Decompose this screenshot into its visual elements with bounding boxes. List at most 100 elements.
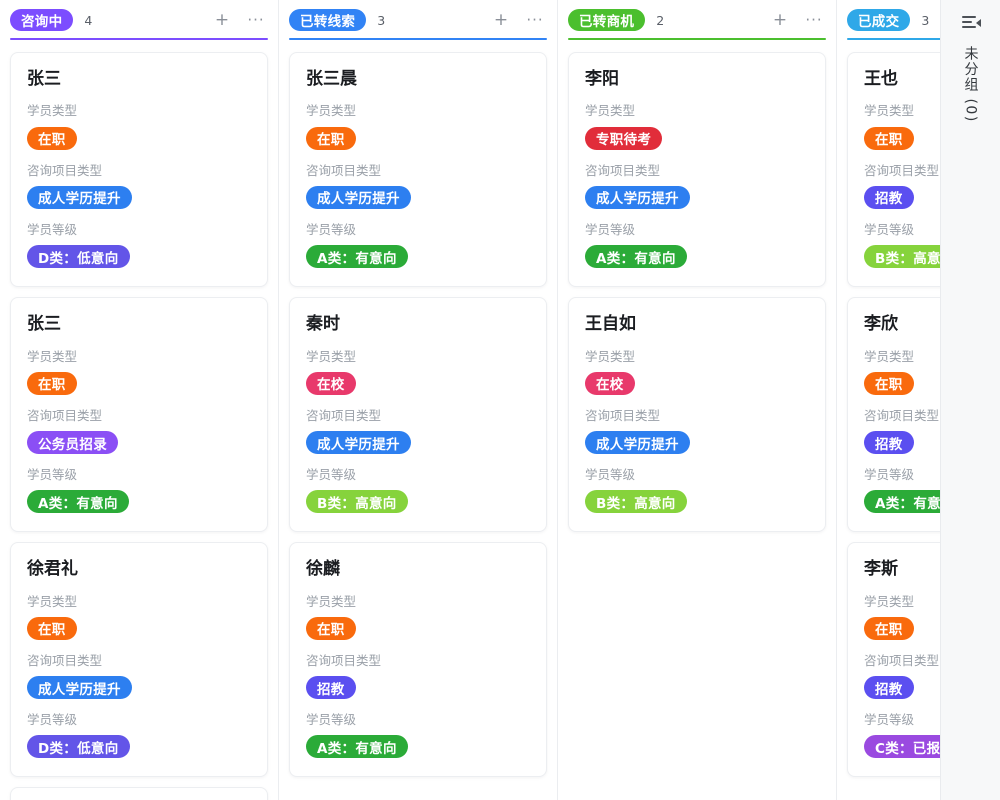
add-card-icon[interactable]: + [493,9,509,30]
kanban-card[interactable]: 张三 学员类型 在职 咨询项目类型 公务员招录 学员等级 A类：有意向 [10,297,268,533]
card-field: 学员等级 A类：有意向 [306,712,530,759]
card-title: 徐麟 [306,559,340,580]
card-field-label: 学员等级 [864,221,915,237]
kanban-card[interactable]: 张三晨 学员类型 在职 咨询项目类型 成人学历提升 学员等级 A类：有意向 [289,52,547,288]
column-more-icon[interactable]: ··· [247,10,265,29]
kanban-column: 已转商机 2 + ··· 李阳 学员类型 专职待考 咨询项目类型 成人学历提升 学员等级 A类：有意… [558,0,837,800]
kanban-column: 咨询中 4 + ··· 张三 学员类型 在职 咨询项目类型 成人学历提升 学员等级 D类：低意向 张三… [0,0,279,800]
card-field: 学员类型 在职 [27,103,251,150]
column-status-pill[interactable]: 已成交 [847,9,911,31]
card-field-label: 学员类型 [306,593,357,609]
card-field-label: 学员等级 [585,221,636,237]
card-field-badge: C类：已报名 [864,735,966,759]
card-field-label: 咨询项目类型 [864,407,940,423]
column-card-list: 张三晨 学员类型 在职 咨询项目类型 成人学历提升 学员等级 A类：有意向 秦时 学员类型 在校咨… [279,40,557,800]
card-field-badge: B类：高意向 [585,490,687,514]
card-field-label: 学员等级 [306,221,357,237]
card-field: 咨询项目类型 成人学历提升 [585,163,809,209]
kanban-card[interactable]: 朱雨晴学员类型在职咨询项目类型成人学历提升学员等级A类：有意向 [10,787,268,800]
card-field-label: 学员类型 [306,348,357,364]
card-field: 咨询项目类型 成人学历提升 [27,163,251,209]
card-field: 学员类型 在职 [306,103,530,150]
card-field: 学员等级 A类：有意向 [306,221,530,269]
kanban-card[interactable]: 李阳学员类型专职待考咨询项目类型 成人学历提升学员等级 A类：有意向 [568,52,826,288]
card-field-badge: 在校 [585,371,635,395]
card-field: 咨询项目类型 招教 [306,653,530,700]
add-card-icon[interactable]: + [214,9,230,30]
column-actions: + ··· [214,9,265,30]
column-status-pill[interactable]: 咨询中 [10,9,74,31]
column-card-list: 李阳 学员类型 专职待考 咨询项目类型 成人学历提升 学员等级 A类：有意向 王自如 学员类型在… [558,40,836,800]
card-field-label: 学员类型 [27,348,78,364]
card-field-badge: A类：有意向 [585,245,687,269]
card-field: 咨询项目类型成人学历提升 [585,407,809,455]
kanban-column: 已转线索 3 + ··· 张三晨 学员类型 在职 咨询项目类型 成人学历提升 学员等级 A类：有意向… [279,0,558,800]
card-field-label: 学员类型 [864,348,915,364]
card-field-label: 咨询项目类型 [27,407,103,423]
card-field-label: 学员类型 [864,593,915,609]
kanban-card[interactable]: 秦时 学员类型 在校 咨询项目类型 成人学历提升 学员等级 B类：高意向 [289,297,547,533]
add-card-icon[interactable]: + [772,9,788,30]
card-field-label: 学员类型 [585,103,636,119]
column-status-pill[interactable]: 已转商机 [568,9,646,31]
card-field-label: 咨询项目类型 [864,652,940,668]
card-field-label: 咨询项目类型 [585,407,661,423]
card-field-label: 学员类型 [585,348,636,364]
card-field-badge: 在职 [864,616,914,640]
card-field-badge: 成人学历提升 [306,431,411,455]
card-field: 咨询项目类型 招教 [864,163,1000,209]
kanban-card[interactable]: 王自如 学员类型 在校 咨询项目类型 成人学历提升 学员等级 B类：高意向 [568,297,826,533]
card-field-badge: B类：高意向 [306,490,408,514]
card-field: 学员类型 在校 [306,349,530,395]
card-field-badge: 在职 [864,371,914,395]
column-actions: + ··· [772,9,823,30]
card-field: 学员类型 在职 [864,594,1000,640]
card-field: 学员等级 D类：低意向 [27,221,251,269]
card-title: 李阳 [585,69,619,89]
card-field-badge: 在职 [27,371,77,395]
card-field-badge: D类：低意向 [27,735,130,759]
card-field-badge: 招教 [864,431,914,455]
column-underline [568,37,826,40]
card-title: 徐君礼 [27,559,78,580]
column-card-count: 3 [377,12,386,28]
card-field-label: 学员等级 [27,467,78,483]
card-field-badge: 在职 [27,126,77,150]
card-field: 学员等级 D类：低意向 [27,712,251,759]
card-title: 王也 [864,69,898,89]
card-field: 学员类型 在职 [27,349,251,395]
card-field: 学员等级 A类：有意向 [27,467,251,514]
card-field-badge: 在职 [306,126,356,150]
card-field-badge: 公务员招录 [27,431,118,455]
card-field-label: 咨询项目类型 [306,162,382,178]
card-field: 学员类型 专职待考 [585,103,809,150]
column-status-pill[interactable]: 已转线索 [289,9,367,31]
card-field-label: 学员等级 [27,221,78,237]
card-field: 咨询项目类型成人学历提升 [306,163,530,209]
kanban-card[interactable]: 徐麟 学员类型 在职 咨询项目类型 招教 学员等级 A类：有意向 [289,542,547,778]
kanban-card[interactable]: 徐君礼 学员类型 在职 咨询项目类型 成人学历提升 学员等级 D类：低意向 [10,542,268,778]
card-field-badge: 专职待考 [585,126,663,150]
card-field-label: 学员类型 [27,103,78,119]
ungrouped-side-panel[interactable]: 未分组 (0) [940,0,1000,800]
card-field: 咨询项目类型成人学历提升 [306,407,530,455]
card-title: 李斯 [864,559,898,580]
collapse-panel-icon[interactable] [961,16,981,30]
column-card-list: 张三 学员类型 在职 咨询项目类型 成人学历提升 学员等级 D类：低意向 张三 学员类型 在职 咨询… [0,40,278,800]
card-field-badge: 在职 [864,126,914,150]
card-field-badge: 成人学历提升 [27,185,132,209]
card-field: 咨询项目类型 招教 [864,652,1000,700]
card-field-label: 学员等级 [864,467,915,483]
card-field-badge: 成人学历提升 [306,185,411,209]
card-field-badge: 成人学历提升 [585,431,690,455]
card-field-badge: 成人学历提升 [585,185,690,209]
card-field-label: 学员等级 [306,467,357,483]
column-more-icon[interactable]: ··· [526,10,544,29]
card-field-label: 咨询项目类型 [306,407,382,423]
column-more-icon[interactable]: ··· [805,10,823,29]
kanban-card[interactable]: 张三 学员类型 在职 咨询项目类型 成人学历提升 学员等级 D类：低意向 [10,52,268,288]
card-field-badge: 招教 [864,185,914,209]
card-field-label: 学员等级 [585,467,636,483]
card-field: 学员类型 在职 [27,594,251,640]
